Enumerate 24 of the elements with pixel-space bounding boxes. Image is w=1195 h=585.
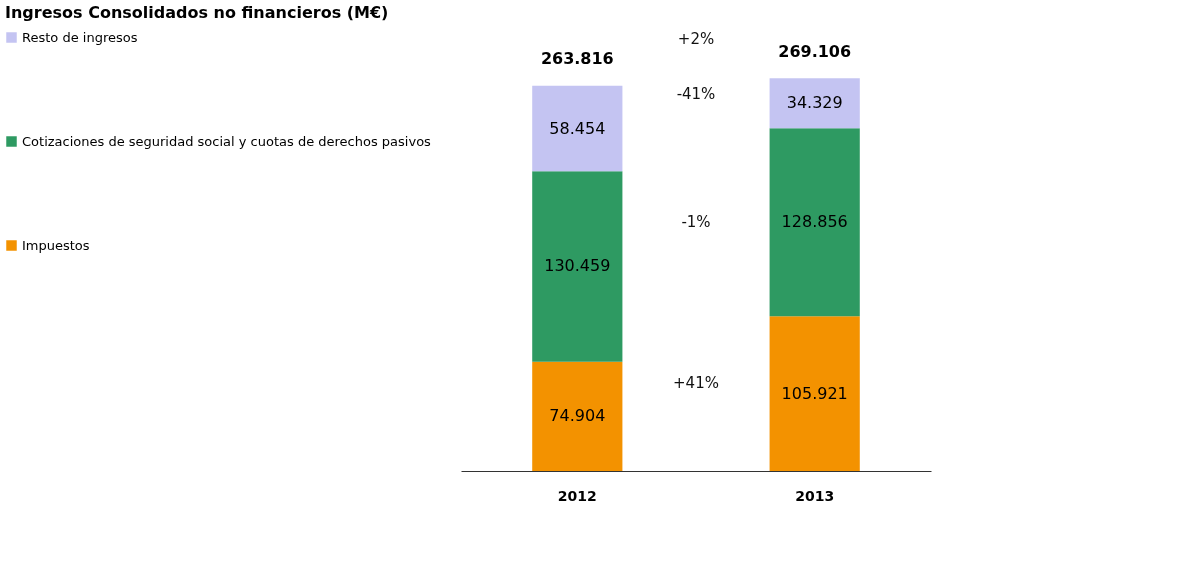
x-tick-label: 2012 (557, 487, 597, 504)
legend-label: Impuestos (22, 237, 90, 253)
bar (769, 78, 860, 129)
data-label: 128.856 (781, 212, 848, 232)
legend-label: Cotizaciones de seguridad social y cuotas de derechos pasivos (22, 133, 432, 149)
bar (532, 171, 623, 362)
data-label: 58.454 (549, 118, 606, 138)
total-label: 263.816 (540, 49, 614, 69)
data-label: 34.329 (786, 93, 843, 113)
total-label: 269.106 (778, 41, 852, 61)
legend-label: Resto de ingresos (22, 29, 138, 45)
bar (769, 316, 860, 471)
data-label: 74.904 (549, 406, 606, 426)
text: +2% (677, 29, 715, 48)
bar (532, 85, 623, 172)
annotation: +41% (673, 374, 719, 393)
text: Ingresos Consolidados no financieros (M€) (5, 3, 389, 22)
data-label: 105.921 (781, 383, 848, 403)
bar (532, 361, 623, 471)
bar (769, 128, 860, 317)
x-tick-label: 2013 (795, 487, 835, 504)
annotation: -41% (676, 84, 716, 103)
annotation: -1% (681, 213, 711, 232)
data-label: 130.459 (544, 256, 611, 276)
